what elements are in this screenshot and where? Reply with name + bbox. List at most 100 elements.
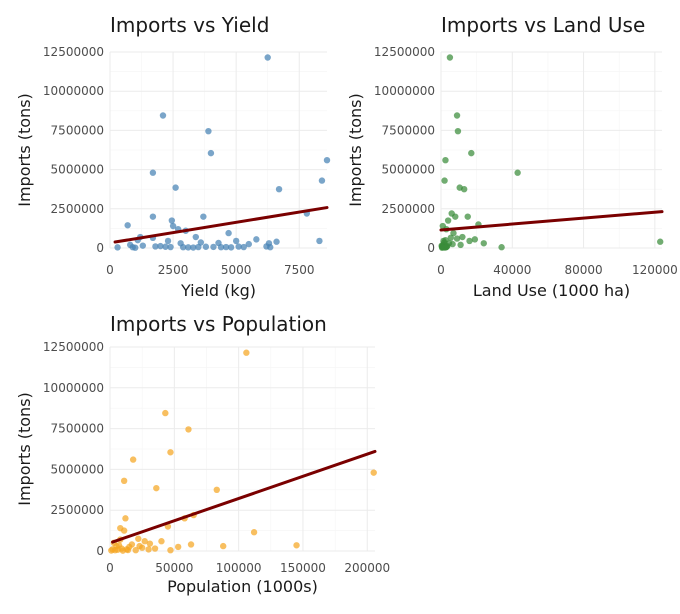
trend-line (113, 206, 329, 244)
data-point (192, 233, 199, 241)
data-point (152, 243, 159, 250)
data-point (449, 240, 456, 248)
data-point (167, 449, 174, 456)
data-point (459, 233, 466, 241)
data-point (217, 244, 225, 251)
data-point (227, 244, 235, 251)
panel-imports-vs-yield: 0 2500000 5000000 7500000 10000000 12500000 0 2… (15, 13, 331, 300)
data-point (316, 237, 323, 245)
x-tick-label: 2500 (158, 263, 189, 277)
data-point (243, 349, 250, 356)
x-tick-label: 100000 (216, 561, 262, 575)
data-point (164, 237, 172, 245)
x-tick-label: 7500 (284, 263, 315, 277)
data-point (108, 547, 115, 554)
data-point (169, 222, 177, 230)
y-tick-label: 12500000 (43, 45, 104, 59)
data-point (149, 213, 157, 220)
data-point (444, 217, 452, 224)
data-point (136, 542, 143, 550)
data-point (190, 244, 197, 251)
x-tick-label: 0 (106, 561, 114, 575)
data-point (466, 237, 473, 245)
x-tick-label: 50000 (155, 561, 193, 575)
y-tick-label: 10000000 (43, 84, 104, 98)
y-tick-label: 5000000 (382, 163, 435, 177)
data-point (440, 237, 447, 245)
y-tick-label: 0 (96, 544, 104, 558)
data-point (139, 242, 147, 249)
data-point (168, 217, 176, 224)
data-point (450, 229, 457, 237)
trend-line (439, 210, 664, 232)
data-point (454, 127, 462, 135)
chart-title: Imports vs Yield (110, 13, 269, 37)
data-point (442, 156, 449, 164)
data-point (267, 244, 274, 251)
y-tick-label: 10000000 (374, 84, 435, 98)
data-point (370, 469, 377, 476)
data-point (202, 243, 210, 250)
y-tick-label: 12500000 (374, 45, 435, 59)
data-point (205, 127, 212, 135)
data-point (441, 177, 448, 184)
y-tick-label: 12500000 (43, 340, 104, 354)
data-point (124, 222, 131, 229)
data-point (273, 238, 280, 245)
x-tick-label: 5000 (221, 263, 252, 277)
data-point (157, 242, 164, 250)
data-point (132, 546, 139, 554)
data-point (158, 538, 165, 545)
data-point (129, 456, 137, 463)
y-tick-label: 0 (96, 241, 104, 255)
data-point (657, 238, 664, 245)
data-point (145, 546, 152, 553)
data-point (232, 237, 240, 245)
trend-line (111, 449, 377, 544)
y-tick-label: 7500000 (382, 123, 435, 137)
y-tick-label: 0 (427, 241, 435, 255)
data-point (167, 546, 174, 554)
data-point (318, 177, 326, 184)
data-point (187, 541, 195, 548)
data-point (498, 244, 505, 251)
x-tick-label: 150000 (280, 561, 326, 575)
y-tick-label: 5000000 (51, 163, 104, 177)
data-point (149, 169, 157, 176)
data-point (172, 184, 179, 191)
data-point (480, 240, 487, 247)
data-point (122, 515, 129, 522)
data-point (207, 149, 215, 157)
x-tick-label: 80000 (564, 263, 602, 277)
y-tick-label: 7500000 (51, 422, 104, 436)
y-tick-label: 2500000 (382, 202, 435, 216)
data-point (114, 244, 121, 251)
data-point (323, 156, 331, 164)
data-point (471, 236, 479, 243)
data-point (446, 54, 454, 61)
data-point (120, 527, 128, 534)
data-point (213, 486, 220, 493)
x-tick-label: 200000 (344, 561, 390, 575)
data-point (162, 243, 169, 250)
x-axis-label: Population (1000s) (167, 577, 318, 596)
x-tick-label: 40000 (493, 263, 531, 277)
x-axis-label: Yield (kg) (180, 281, 256, 300)
data-point (119, 547, 127, 554)
data-point (220, 542, 227, 550)
data-point (159, 112, 167, 119)
panel-imports-vs-population: 0 2500000 5000000 7500000 10000000 12500000 0 5… (15, 312, 390, 596)
y-tick-label: 7500000 (51, 123, 104, 137)
data-point (115, 542, 123, 549)
data-point (235, 243, 242, 250)
data-point (120, 477, 128, 485)
data-point (210, 243, 217, 251)
chart-title: Imports vs Land Use (441, 13, 645, 37)
data-point (453, 235, 461, 242)
data-point (174, 543, 182, 551)
y-axis-label: Imports (tons) (15, 93, 34, 207)
data-point (240, 243, 247, 251)
x-tick-label: 0 (437, 263, 445, 277)
data-point (222, 243, 230, 251)
